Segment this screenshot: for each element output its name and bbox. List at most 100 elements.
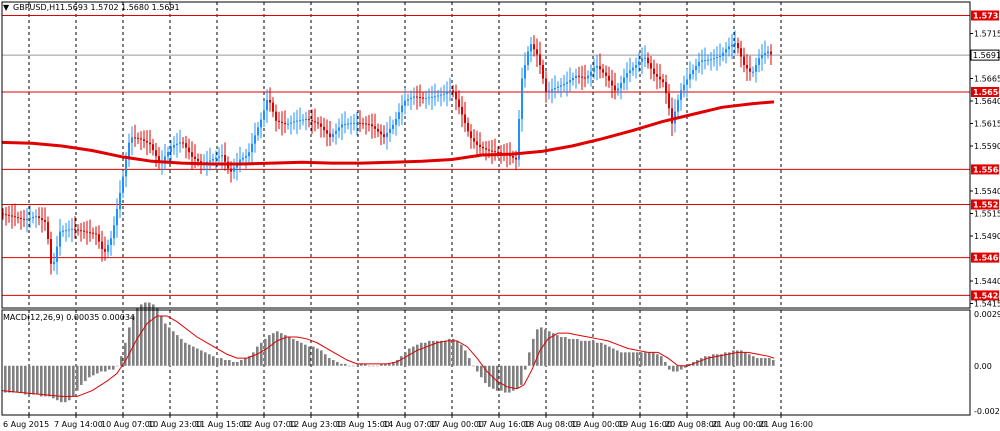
candle-body: [644, 57, 646, 59]
macd-signal-line: [1, 315, 775, 397]
candle-body: [659, 76, 661, 80]
candle-body: [695, 65, 697, 70]
level-tag: [971, 290, 999, 301]
candle-body: [71, 228, 73, 230]
macd-bar: [464, 350, 467, 366]
candle-body: [35, 216, 37, 218]
macd-bar: [240, 360, 243, 366]
macd-bar: [616, 350, 619, 366]
candle-body: [623, 77, 625, 83]
macd-bar: [720, 354, 723, 366]
x-tick-label: 20 Aug 08:00: [665, 420, 719, 429]
candle-body: [581, 76, 583, 78]
candle-body: [182, 142, 184, 144]
candle-body: [242, 157, 244, 160]
macd-bar: [428, 340, 431, 366]
macd-bar: [676, 365, 679, 372]
macd-bar: [696, 360, 699, 366]
candle-body: [572, 77, 574, 81]
macd-bar: [564, 337, 567, 366]
macd-bar: [100, 365, 103, 372]
y-tick-label: 1.5715: [974, 30, 1000, 39]
macd-bar: [36, 365, 39, 395]
candle-body: [341, 124, 343, 128]
macd-bar: [672, 365, 675, 372]
macd-bar: [740, 350, 743, 366]
macd-bar: [480, 365, 483, 378]
candle-body: [131, 137, 133, 143]
macd-bar: [136, 308, 139, 366]
macd-bar: [752, 356, 755, 366]
macd-bar: [392, 361, 395, 366]
candle-body: [626, 73, 628, 78]
candle-body: [596, 66, 598, 68]
candle-body: [575, 75, 577, 78]
macd-bar: [332, 360, 335, 366]
symbol-dropdown-icon[interactable]: ▼: [3, 3, 10, 12]
macd-bar: [52, 365, 55, 399]
macd-bar: [520, 365, 523, 385]
x-tick-label: 11 Aug 15:00: [195, 420, 249, 429]
candle-body: [62, 230, 64, 232]
y-tick-label: 1.5615: [974, 120, 1000, 129]
candle-body: [236, 163, 238, 168]
macd-bar: [556, 335, 559, 366]
macd-bar: [524, 365, 527, 370]
candle-body: [272, 102, 274, 112]
candle-body: [485, 148, 487, 150]
candle-body: [464, 114, 466, 123]
macd-bar: [664, 361, 667, 366]
macd-bar: [4, 365, 7, 393]
macd-bar: [168, 327, 171, 366]
candle-body: [89, 232, 91, 234]
candle-body: [5, 214, 7, 216]
macd-bar: [636, 352, 639, 366]
macd-bar: [504, 365, 507, 393]
x-tick-label: 7 Aug 14:00: [54, 420, 103, 429]
candle-body: [500, 152, 502, 154]
candle-body: [86, 231, 88, 233]
macd-bar: [700, 358, 703, 366]
candle-body: [176, 143, 178, 146]
macd-bar: [48, 365, 51, 397]
macd-bar: [568, 338, 571, 366]
candle-body: [668, 93, 670, 109]
candle-body: [650, 63, 652, 69]
candle-body: [692, 69, 694, 74]
candle-body: [68, 229, 70, 231]
candle-body: [728, 46, 730, 50]
candle-body: [122, 176, 124, 193]
macd-bar: [60, 365, 63, 403]
macd-bar: [236, 361, 239, 366]
candle-body: [545, 78, 547, 92]
candle-body: [671, 108, 673, 124]
macd-bar: [108, 365, 111, 370]
candle-body: [662, 79, 664, 83]
macd-bar: [92, 365, 95, 376]
price-axis[interactable]: 1.5735 1.5650 1.5564 1.5525 1.5466 1.5424 1.56…: [970, 10, 1000, 309]
macd-bar: [32, 365, 35, 395]
level-tag-label: 1.5424: [973, 291, 1000, 300]
macd-bar: [572, 338, 575, 366]
candle-body: [554, 87, 556, 90]
x-tick-label: 13 Aug 15:00: [336, 420, 390, 429]
candle-body: [245, 156, 247, 158]
level-tag-label: 1.5564: [973, 165, 1000, 174]
macd-bar: [440, 340, 443, 366]
candle-body: [185, 143, 187, 148]
macd-bar: [356, 365, 359, 367]
macd-bar: [412, 346, 415, 366]
candle-body: [680, 90, 682, 100]
macd-bar: [252, 352, 255, 366]
candle-body: [488, 149, 490, 151]
macd-bar: [224, 360, 227, 366]
macd-bar: [208, 354, 211, 366]
macd-bar: [40, 365, 43, 397]
candle-body: [455, 91, 457, 100]
candle-body: [329, 133, 331, 137]
candle-body: [8, 214, 10, 216]
candle-body: [758, 58, 760, 65]
macd-bar: [652, 352, 655, 366]
